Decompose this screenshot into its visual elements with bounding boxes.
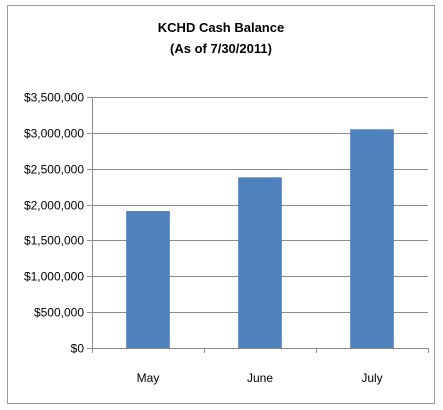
y-axis-tick-label: $1,000,000 bbox=[24, 270, 84, 284]
x-axis-tick-labels: May June July bbox=[137, 371, 383, 385]
y-axis-tick-label: $1,500,000 bbox=[24, 234, 84, 248]
x-axis-tick-label: June bbox=[247, 371, 273, 385]
y-axis-tick-label: $0 bbox=[71, 342, 85, 356]
bars bbox=[126, 129, 394, 348]
x-axis-tick-label: July bbox=[361, 371, 382, 385]
axes bbox=[87, 97, 429, 353]
chart-subtitle: (As of 7/30/2011) bbox=[170, 41, 272, 56]
y-axis-tick-label: $3,000,000 bbox=[24, 127, 84, 141]
y-axis-tick-labels: $0 $500,000 $1,000,000 $1,500,000 $2,000,000… bbox=[24, 91, 84, 356]
y-axis-tick-label: $2,000,000 bbox=[24, 199, 84, 213]
y-axis-tick-label: $3,500,000 bbox=[24, 91, 84, 105]
chart-title: KCHD Cash Balance bbox=[158, 20, 284, 35]
bar-june bbox=[238, 177, 282, 348]
bar-july bbox=[350, 129, 394, 348]
y-axis-tick-label: $500,000 bbox=[34, 306, 84, 320]
y-axis-tick-label: $2,500,000 bbox=[24, 163, 84, 177]
x-axis-tick-label: May bbox=[137, 371, 160, 385]
bar-may bbox=[126, 211, 170, 348]
